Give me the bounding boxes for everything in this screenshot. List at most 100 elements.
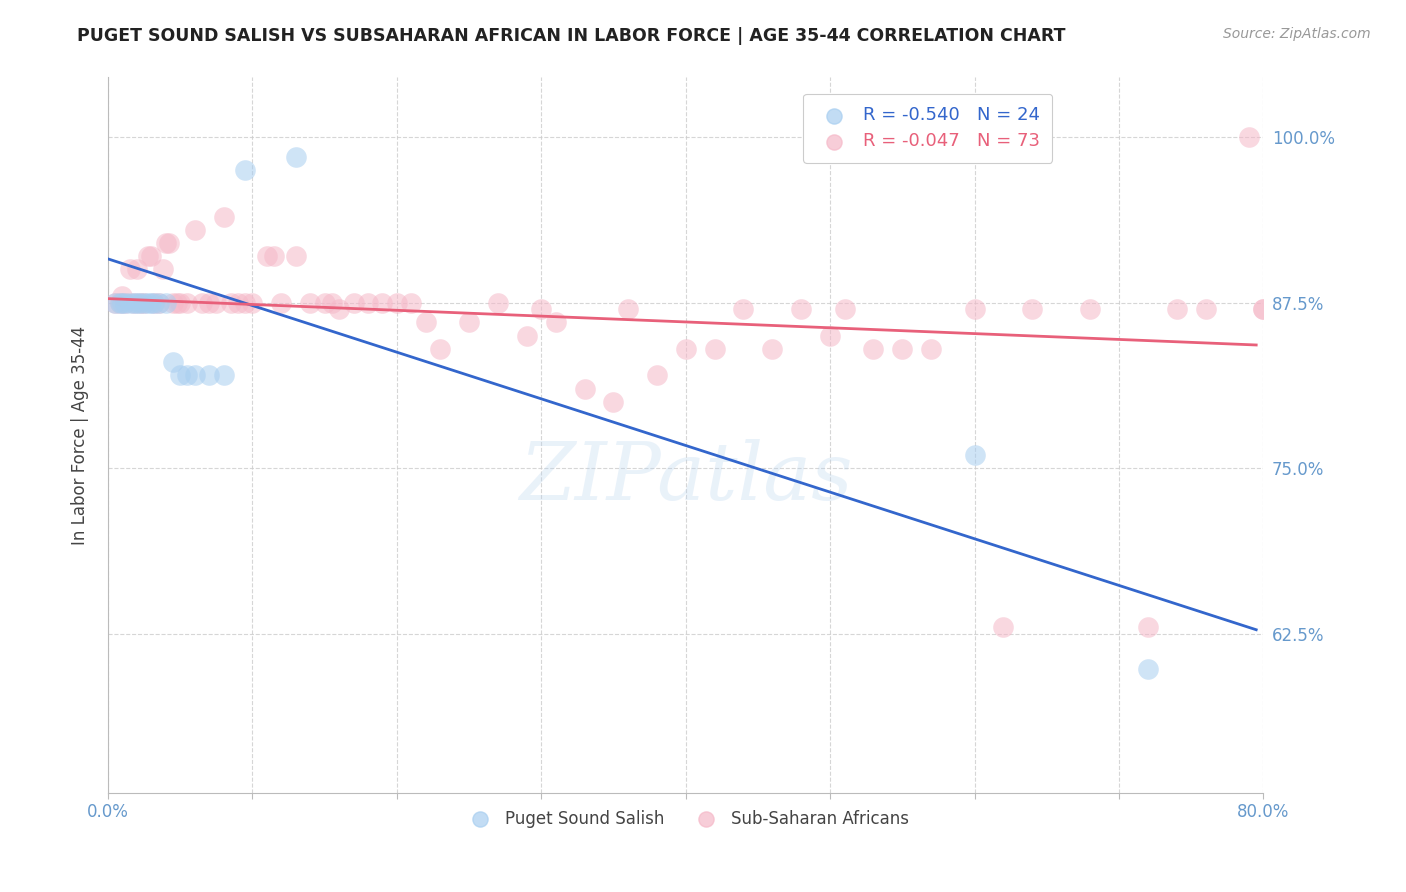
Point — [963, 302, 986, 317]
Point — [328, 302, 350, 317]
Point — [132, 295, 155, 310]
Legend: Puget Sound Salish, Sub-Saharan Africans: Puget Sound Salish, Sub-Saharan Africans — [456, 803, 915, 834]
Point — [530, 302, 553, 317]
Point — [143, 295, 166, 310]
Point — [108, 295, 131, 310]
Point — [141, 295, 163, 310]
Point — [834, 302, 856, 317]
Point — [233, 295, 256, 310]
Point — [415, 316, 437, 330]
Point — [256, 249, 278, 263]
Point — [1136, 663, 1159, 677]
Point — [183, 223, 205, 237]
Point — [357, 295, 380, 310]
Point — [818, 328, 841, 343]
Point — [198, 295, 221, 310]
Y-axis label: In Labor Force | Age 35-44: In Labor Force | Age 35-44 — [72, 326, 89, 545]
Point — [176, 368, 198, 383]
Point — [169, 368, 191, 383]
Point — [733, 302, 755, 317]
Point — [183, 368, 205, 383]
Point — [263, 249, 285, 263]
Point — [963, 448, 986, 462]
Point — [118, 295, 141, 310]
Point — [761, 342, 783, 356]
Point — [128, 295, 150, 310]
Point — [152, 262, 174, 277]
Point — [108, 295, 131, 310]
Point — [284, 150, 307, 164]
Point — [233, 163, 256, 178]
Point — [212, 368, 235, 383]
Point — [111, 295, 134, 310]
Point — [114, 295, 136, 310]
Text: ZIPatlas: ZIPatlas — [519, 439, 852, 516]
Point — [122, 295, 145, 310]
Point — [703, 342, 725, 356]
Point — [1195, 302, 1218, 317]
Point — [191, 295, 214, 310]
Point — [155, 235, 177, 250]
Point — [212, 210, 235, 224]
Point — [219, 295, 242, 310]
Point — [128, 295, 150, 310]
Point — [993, 620, 1015, 634]
Point — [138, 295, 160, 310]
Point — [516, 328, 538, 343]
Point — [226, 295, 249, 310]
Point — [148, 295, 170, 310]
Point — [1136, 620, 1159, 634]
Point — [143, 295, 166, 310]
Point — [132, 295, 155, 310]
Point — [169, 295, 191, 310]
Point — [920, 342, 942, 356]
Point — [205, 295, 228, 310]
Point — [138, 249, 160, 263]
Point — [1078, 302, 1101, 317]
Point — [118, 262, 141, 277]
Text: Source: ZipAtlas.com: Source: ZipAtlas.com — [1223, 27, 1371, 41]
Point — [385, 295, 408, 310]
Point — [198, 368, 221, 383]
Point — [162, 355, 184, 369]
Point — [157, 235, 180, 250]
Point — [321, 295, 343, 310]
Point — [270, 295, 292, 310]
Text: PUGET SOUND SALISH VS SUBSAHARAN AFRICAN IN LABOR FORCE | AGE 35-44 CORRELATION : PUGET SOUND SALISH VS SUBSAHARAN AFRICAN… — [77, 27, 1066, 45]
Point — [125, 262, 148, 277]
Point — [544, 316, 567, 330]
Point — [162, 295, 184, 310]
Point — [1253, 302, 1275, 317]
Point — [862, 342, 884, 356]
Point — [1166, 302, 1188, 317]
Point — [242, 295, 264, 310]
Point — [342, 295, 364, 310]
Point — [125, 295, 148, 310]
Point — [1253, 302, 1275, 317]
Point — [429, 342, 451, 356]
Point — [486, 295, 509, 310]
Point — [122, 295, 145, 310]
Point — [617, 302, 640, 317]
Point — [574, 382, 596, 396]
Point — [299, 295, 322, 310]
Point — [891, 342, 914, 356]
Point — [458, 316, 481, 330]
Point — [1021, 302, 1043, 317]
Point — [141, 249, 163, 263]
Point — [602, 395, 624, 409]
Point — [645, 368, 668, 383]
Point — [104, 295, 127, 310]
Point — [1237, 130, 1260, 145]
Point — [790, 302, 813, 317]
Point — [111, 289, 134, 303]
Point — [166, 295, 188, 310]
Point — [371, 295, 394, 310]
Point — [148, 295, 170, 310]
Point — [176, 295, 198, 310]
Point — [104, 295, 127, 310]
Point — [284, 249, 307, 263]
Point — [314, 295, 336, 310]
Point — [675, 342, 697, 356]
Point — [155, 295, 177, 310]
